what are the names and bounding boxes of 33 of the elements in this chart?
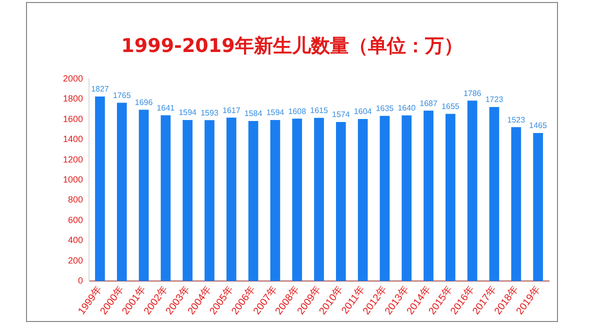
data-label: 1574 <box>332 110 350 120</box>
y-tick-label: 800 <box>68 194 84 205</box>
data-label: 1640 <box>398 104 416 113</box>
data-label: 1641 <box>156 103 176 112</box>
y-tick-label: 1000 <box>62 174 84 184</box>
y-tick-label: 200 <box>68 255 84 266</box>
data-label: 1635 <box>376 104 394 114</box>
data-label: 1696 <box>134 98 154 107</box>
y-tick-label: 2000 <box>62 73 84 84</box>
data-label: 1723 <box>485 95 504 104</box>
data-label: 1465 <box>529 121 548 130</box>
data-label: 1765 <box>112 90 132 100</box>
data-label: 1608 <box>288 106 307 116</box>
data-label: 1604 <box>354 107 372 116</box>
data-label: 1594 <box>266 108 285 118</box>
chart-title: 1999-2019年新生儿数量（单位：万） <box>120 34 464 59</box>
data-label: 1593 <box>200 108 219 118</box>
y-tick-label: 1400 <box>62 134 84 144</box>
y-tick-label: 400 <box>68 235 84 246</box>
y-tick-label: 1200 <box>62 154 84 164</box>
y-tick-label: 1800 <box>62 94 84 104</box>
data-label: 1594 <box>178 108 198 118</box>
data-label: 1523 <box>507 115 526 124</box>
data-label: 1615 <box>310 106 328 116</box>
y-tick-label: 600 <box>68 214 84 225</box>
data-label: 1584 <box>244 109 263 118</box>
data-label: 1655 <box>442 102 460 112</box>
data-label: 1617 <box>222 106 241 115</box>
y-tick-label: 0 <box>78 275 84 286</box>
y-tick-label: 1600 <box>62 114 84 124</box>
data-label: 1786 <box>463 88 482 98</box>
data-label: 1827 <box>91 84 110 94</box>
data-label: 1687 <box>420 98 438 108</box>
